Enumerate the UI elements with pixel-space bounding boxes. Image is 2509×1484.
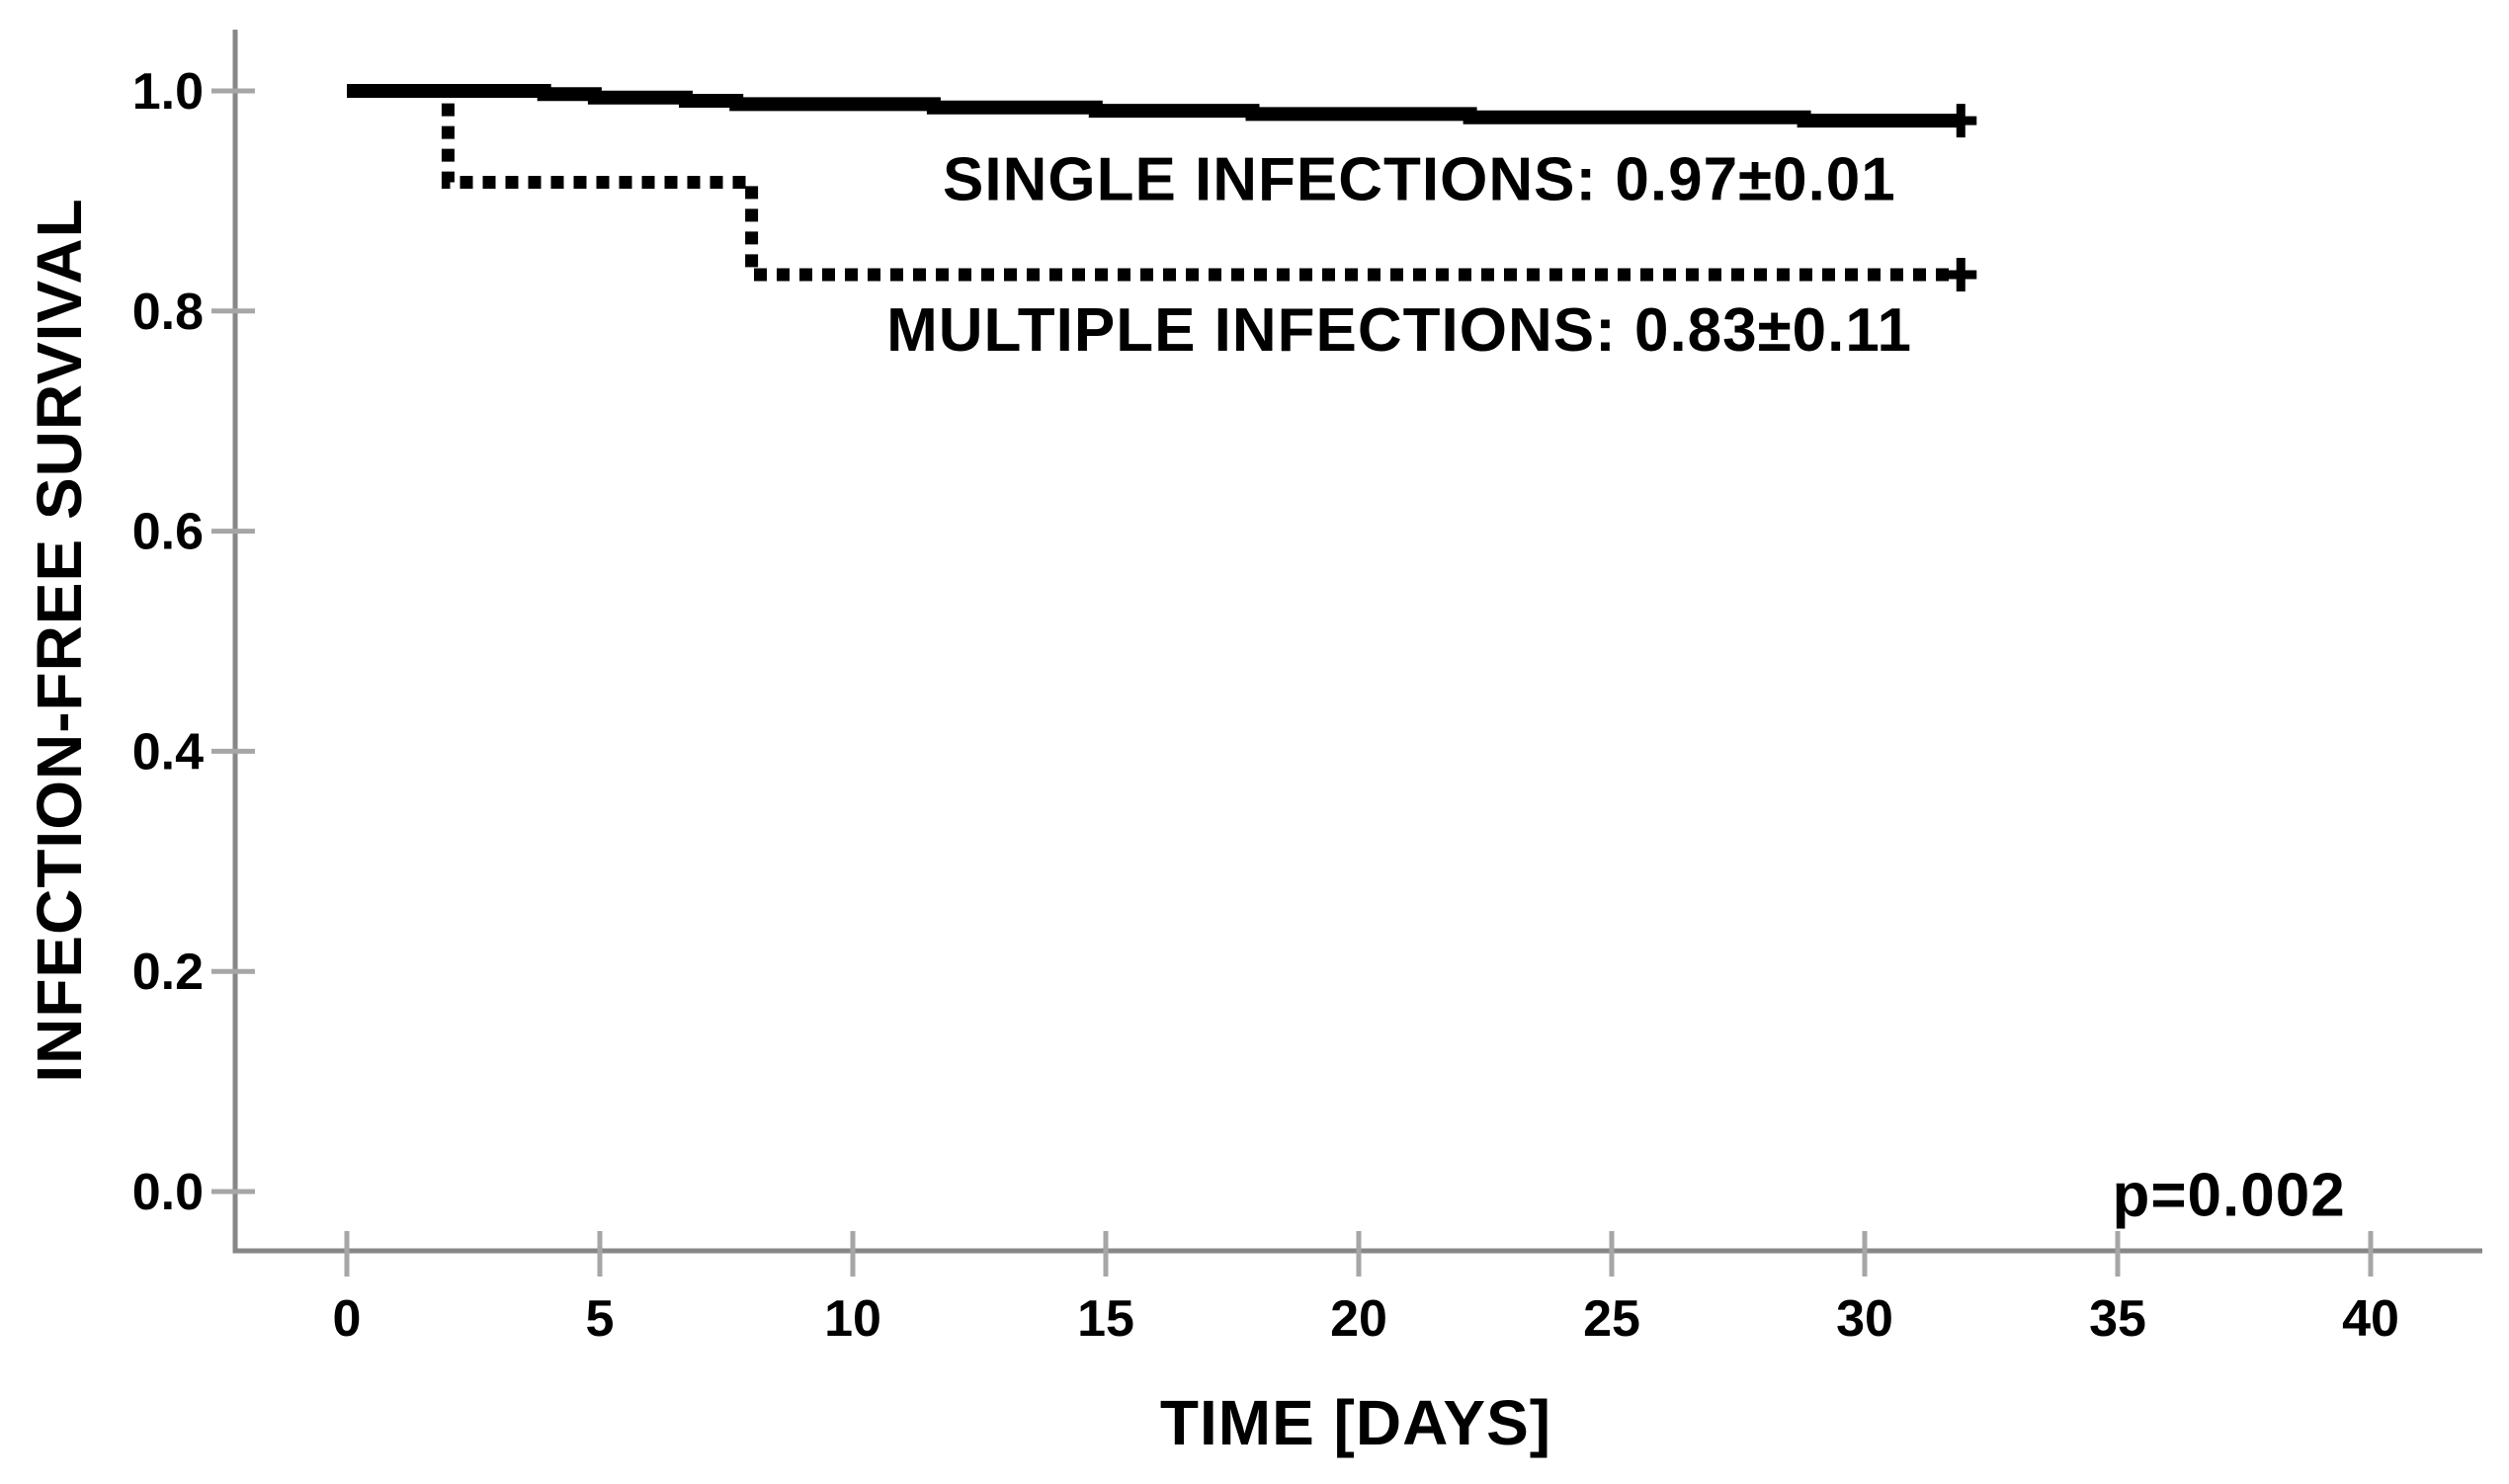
x-tick-label: 35 — [2089, 1290, 2146, 1348]
y-tick-label: 0.0 — [132, 1164, 204, 1221]
x-tick-label: 10 — [824, 1290, 881, 1348]
single-infections-label: SINGLE INFECTIONS: 0.97±0.01 — [943, 145, 1896, 213]
x-tick-label: 15 — [1077, 1290, 1134, 1348]
x-tick-label: 20 — [1330, 1290, 1387, 1348]
plot-area: 0.0 0.2 0.4 0.6 0.8 1.0 0 5 10 15 20 25 30 35 40 TIME… — [24, 30, 2482, 1458]
series-path-multiple-infections — [347, 84, 1962, 282]
x-tick-label: 5 — [586, 1290, 615, 1348]
y-tick-label: 0.6 — [132, 504, 204, 561]
x-tick-label: 30 — [1836, 1290, 1893, 1348]
x-tick-label: 25 — [1583, 1290, 1640, 1348]
series-path-single-infections — [347, 84, 1962, 128]
y-tick-label: 0.2 — [132, 944, 204, 1001]
p-value-label: p=0.002 — [2112, 1162, 2345, 1230]
x-axis-ticks: 0 5 10 15 20 25 30 35 40 — [333, 1231, 2399, 1348]
series-layer — [347, 84, 1962, 282]
censor-marks-layer — [1945, 104, 1977, 292]
y-tick-label: 1.0 — [132, 63, 204, 121]
x-tick-label: 40 — [2342, 1290, 2399, 1348]
multiple-infections-label: MULTIPLE INFECTIONS: 0.83±0.11 — [886, 296, 1912, 365]
y-axis-title: INFECTION-FREE SURVIVAL — [24, 198, 95, 1082]
x-axis-title: TIME [DAYS] — [1160, 1387, 1551, 1458]
x-tick-label: 0 — [333, 1290, 362, 1348]
y-axis-ticks: 0.0 0.2 0.4 0.6 0.8 1.0 — [132, 63, 255, 1221]
y-tick-label: 0.4 — [132, 723, 204, 781]
y-tick-label: 0.8 — [132, 284, 204, 341]
